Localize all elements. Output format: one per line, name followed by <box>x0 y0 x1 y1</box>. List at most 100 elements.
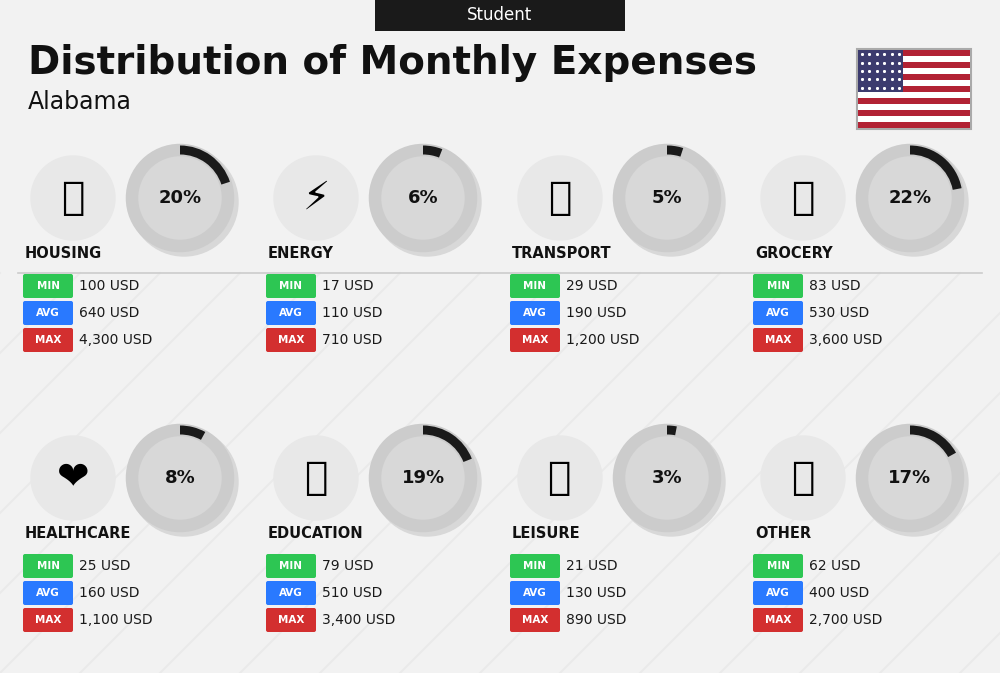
Text: MIN: MIN <box>524 561 546 571</box>
Text: 3%: 3% <box>652 469 682 487</box>
Text: 19%: 19% <box>401 469 445 487</box>
FancyBboxPatch shape <box>375 0 625 31</box>
Wedge shape <box>180 425 205 440</box>
Text: MAX: MAX <box>765 615 791 625</box>
FancyBboxPatch shape <box>753 328 803 352</box>
Text: Distribution of Monthly Expenses: Distribution of Monthly Expenses <box>28 44 757 82</box>
FancyBboxPatch shape <box>857 49 971 129</box>
Text: AVG: AVG <box>36 308 60 318</box>
Text: 🛍️: 🛍️ <box>548 459 572 497</box>
FancyBboxPatch shape <box>510 274 560 298</box>
Text: ENERGY: ENERGY <box>268 246 334 260</box>
Text: 22%: 22% <box>888 189 932 207</box>
Text: TRANSPORT: TRANSPORT <box>512 246 612 260</box>
FancyBboxPatch shape <box>266 328 316 352</box>
Text: 🚌: 🚌 <box>548 179 572 217</box>
Text: 4,300 USD: 4,300 USD <box>79 333 152 347</box>
FancyBboxPatch shape <box>23 608 73 632</box>
Text: 640 USD: 640 USD <box>79 306 139 320</box>
Text: AVG: AVG <box>766 588 790 598</box>
FancyBboxPatch shape <box>266 581 316 605</box>
FancyBboxPatch shape <box>753 301 803 325</box>
Text: 5%: 5% <box>652 189 682 207</box>
Text: ❤️: ❤️ <box>57 459 89 497</box>
Text: 710 USD: 710 USD <box>322 333 382 347</box>
Text: 17 USD: 17 USD <box>322 279 374 293</box>
Text: 400 USD: 400 USD <box>809 586 869 600</box>
Text: MIN: MIN <box>767 281 790 291</box>
Text: 510 USD: 510 USD <box>322 586 382 600</box>
Text: MIN: MIN <box>36 281 60 291</box>
Text: MAX: MAX <box>522 615 548 625</box>
Text: MIN: MIN <box>524 281 546 291</box>
Text: LEISURE: LEISURE <box>512 526 581 540</box>
Text: 💰: 💰 <box>791 459 815 497</box>
Text: 8%: 8% <box>165 469 195 487</box>
FancyBboxPatch shape <box>23 328 73 352</box>
Text: 1,200 USD: 1,200 USD <box>566 333 640 347</box>
Text: 29 USD: 29 USD <box>566 279 618 293</box>
FancyBboxPatch shape <box>23 274 73 298</box>
FancyBboxPatch shape <box>23 554 73 578</box>
Bar <box>858 98 970 104</box>
Text: AVG: AVG <box>523 308 547 318</box>
Bar <box>858 110 970 116</box>
Text: HEALTHCARE: HEALTHCARE <box>25 526 131 540</box>
Text: 890 USD: 890 USD <box>566 613 626 627</box>
Text: 🏢: 🏢 <box>61 179 85 217</box>
Circle shape <box>761 436 845 520</box>
Text: AVG: AVG <box>36 588 60 598</box>
Circle shape <box>518 156 602 240</box>
Text: MIN: MIN <box>280 561 302 571</box>
Text: MAX: MAX <box>278 615 304 625</box>
Text: 62 USD: 62 USD <box>809 559 861 573</box>
Circle shape <box>518 436 602 520</box>
Text: 3,400 USD: 3,400 USD <box>322 613 395 627</box>
Text: Alabama: Alabama <box>28 90 132 114</box>
Text: HOUSING: HOUSING <box>25 246 102 260</box>
FancyBboxPatch shape <box>753 554 803 578</box>
Text: 🎓: 🎓 <box>304 459 328 497</box>
Text: 530 USD: 530 USD <box>809 306 869 320</box>
FancyBboxPatch shape <box>510 328 560 352</box>
Text: EDUCATION: EDUCATION <box>268 526 364 540</box>
Text: MAX: MAX <box>35 615 61 625</box>
Text: MIN: MIN <box>36 561 60 571</box>
FancyBboxPatch shape <box>510 608 560 632</box>
Circle shape <box>274 436 358 520</box>
Circle shape <box>31 156 115 240</box>
Text: 25 USD: 25 USD <box>79 559 130 573</box>
Text: GROCERY: GROCERY <box>755 246 833 260</box>
Text: 110 USD: 110 USD <box>322 306 382 320</box>
Circle shape <box>617 428 725 536</box>
Bar <box>858 74 970 80</box>
Bar <box>858 50 970 56</box>
Circle shape <box>373 148 481 256</box>
Wedge shape <box>910 145 962 190</box>
FancyBboxPatch shape <box>753 581 803 605</box>
Text: ⚡: ⚡ <box>302 179 330 217</box>
Text: MIN: MIN <box>280 281 302 291</box>
Bar <box>858 68 970 74</box>
FancyBboxPatch shape <box>510 301 560 325</box>
Text: 100 USD: 100 USD <box>79 279 139 293</box>
Circle shape <box>860 148 968 256</box>
Bar <box>858 86 970 92</box>
Text: 79 USD: 79 USD <box>322 559 374 573</box>
Text: MAX: MAX <box>765 335 791 345</box>
Bar <box>858 62 970 68</box>
Text: 2,700 USD: 2,700 USD <box>809 613 882 627</box>
Text: AVG: AVG <box>279 308 303 318</box>
Text: AVG: AVG <box>766 308 790 318</box>
Bar <box>858 104 970 110</box>
Wedge shape <box>423 425 472 462</box>
Text: 1,100 USD: 1,100 USD <box>79 613 153 627</box>
Circle shape <box>761 156 845 240</box>
Text: 3,600 USD: 3,600 USD <box>809 333 883 347</box>
Circle shape <box>860 428 968 536</box>
Wedge shape <box>667 425 677 435</box>
Circle shape <box>130 148 238 256</box>
Bar <box>858 56 970 62</box>
Bar <box>858 122 970 128</box>
Wedge shape <box>423 145 442 157</box>
